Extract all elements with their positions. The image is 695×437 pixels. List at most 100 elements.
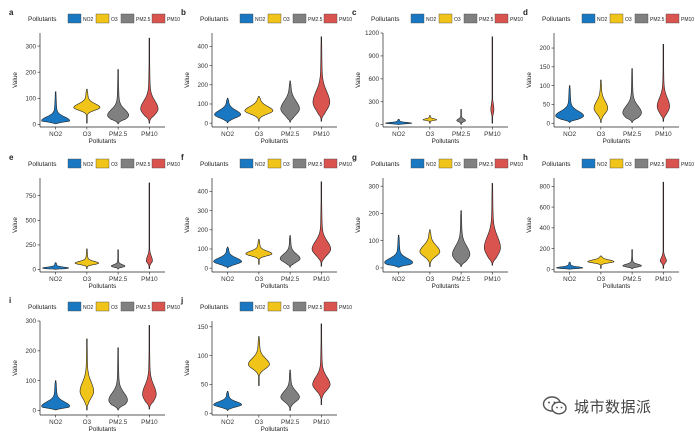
legend-label: PM10: [339, 17, 352, 23]
violin-pm10: [490, 36, 495, 124]
y-tick-label: 0: [546, 120, 550, 127]
legend-label: O3: [283, 162, 290, 168]
legend-label: NO2: [597, 17, 608, 23]
y-tick-label: 100: [25, 378, 36, 385]
legend-label: O3: [111, 305, 118, 311]
legend-label: O3: [283, 17, 290, 23]
y-tick-label: 100: [197, 101, 208, 108]
panel-label: b: [181, 8, 186, 17]
x-tick-label: O3: [83, 131, 92, 138]
y-tick-label: 100: [539, 83, 550, 90]
legend-label: PM10: [510, 162, 523, 168]
legend-label: O3: [454, 17, 461, 23]
y-tick-label: 0: [204, 265, 208, 272]
legend-key: [665, 158, 680, 169]
violin-pm10: [659, 181, 667, 269]
x-axis-title: Pollutants: [261, 426, 289, 433]
legend-key: [494, 158, 509, 169]
y-axis-title: Value: [12, 72, 19, 88]
violin-pm10: [145, 182, 153, 269]
legend-label: PM10: [167, 17, 180, 23]
x-tick-label: O3: [83, 276, 92, 283]
legend-title: Pollutants: [28, 161, 57, 168]
violin-o3: [587, 255, 615, 269]
panel-b: b Pollutants NO2 O3 PM2.5 PM10 0 100 200 300 400 NO…: [181, 8, 352, 145]
x-axis-title: Pollutants: [432, 283, 460, 290]
violin-pm25: [280, 80, 300, 123]
x-tick-label: PM2.5: [452, 276, 471, 283]
y-axis-title: Value: [355, 217, 362, 233]
violin-no2: [556, 261, 584, 270]
legend-key: [609, 158, 624, 169]
legend-title: Pollutants: [200, 161, 229, 168]
legend-key: [95, 13, 110, 24]
legend-label: PM10: [167, 305, 180, 311]
violin-pm25: [622, 249, 642, 270]
x-tick-label: PM10: [484, 131, 501, 138]
legend-key: [95, 301, 110, 312]
y-axis-title: Value: [12, 217, 19, 233]
y-tick-label: 250: [25, 242, 36, 249]
x-axis-title: Pollutants: [89, 138, 117, 145]
legend-key: [151, 158, 166, 169]
panel-f: f Pollutants NO2 O3 PM2.5 PM10 0 100 200 300 400 NO…: [181, 153, 352, 290]
legend-title: Pollutants: [28, 304, 57, 311]
x-axis-title: Pollutants: [261, 283, 289, 290]
y-tick-label: 0: [32, 267, 36, 274]
legend-key: [267, 301, 282, 312]
legend-label: O3: [454, 162, 461, 168]
violin-o3: [247, 336, 270, 386]
legend-key: [67, 301, 82, 312]
violin-o3: [593, 79, 609, 123]
violin-pm25: [110, 249, 126, 270]
y-tick-label: 150: [539, 64, 550, 71]
y-tick-label: 100: [368, 238, 379, 245]
violin-pm10: [312, 36, 331, 122]
panel-d: d Pollutants NO2 O3 PM2.5 PM10 0 50 100 150 200 NO2…: [523, 8, 694, 145]
legend-key: [151, 13, 166, 24]
panel-a: a Pollutants NO2 O3 PM2.5 PM10 0 100 200 300 NO2 O3…: [9, 8, 180, 145]
x-tick-label: O3: [597, 131, 606, 138]
legend-key: [634, 13, 649, 24]
legend-title: Pollutants: [200, 304, 229, 311]
violin-o3: [244, 96, 274, 122]
x-tick-label: O3: [83, 419, 92, 426]
y-axis-title: Value: [526, 217, 533, 233]
violin-o3: [79, 338, 95, 411]
legend-label: PM10: [339, 162, 352, 168]
legend-key: [120, 301, 135, 312]
violin-no2: [41, 91, 70, 125]
legend-key: [609, 13, 624, 24]
x-tick-label: PM2.5: [623, 276, 642, 283]
x-axis-title: Pollutants: [89, 426, 117, 433]
panel-h: h Pollutants NO2 O3 PM2.5 PM10 0 200 400 600 800 NO…: [523, 153, 694, 290]
legend-key: [67, 158, 82, 169]
y-tick-label: 750: [25, 193, 36, 200]
y-axis-title: Value: [526, 72, 533, 88]
legend-key: [120, 158, 135, 169]
y-tick-label: 0: [32, 408, 36, 415]
panel-label: i: [9, 296, 11, 305]
y-tick-label: 300: [25, 318, 36, 325]
y-tick-label: 400: [197, 44, 208, 51]
panel-label: h: [523, 153, 528, 162]
legend-key: [323, 158, 338, 169]
y-tick-label: 300: [368, 183, 379, 190]
x-tick-label: NO2: [221, 276, 234, 283]
y-tick-label: 200: [25, 348, 36, 355]
y-tick-label: 300: [197, 63, 208, 70]
legend-label: NO2: [597, 162, 608, 168]
y-tick-label: 0: [375, 122, 379, 129]
panel-i: i Pollutants NO2 O3 PM2.5 PM10 0 100 200 300 NO2 O3…: [9, 296, 180, 433]
violin-no2: [213, 246, 242, 269]
watermark-text: 城市数据派: [574, 397, 652, 416]
y-tick-label: 0: [204, 410, 208, 417]
x-tick-label: PM2.5: [109, 276, 128, 283]
x-tick-label: NO2: [221, 419, 234, 426]
y-tick-label: 600: [539, 204, 550, 211]
x-axis-title: Pollutants: [261, 138, 289, 145]
legend-key: [67, 13, 82, 24]
legend-key: [151, 301, 166, 312]
y-tick-label: 1200: [365, 30, 380, 37]
x-tick-label: NO2: [221, 131, 234, 138]
